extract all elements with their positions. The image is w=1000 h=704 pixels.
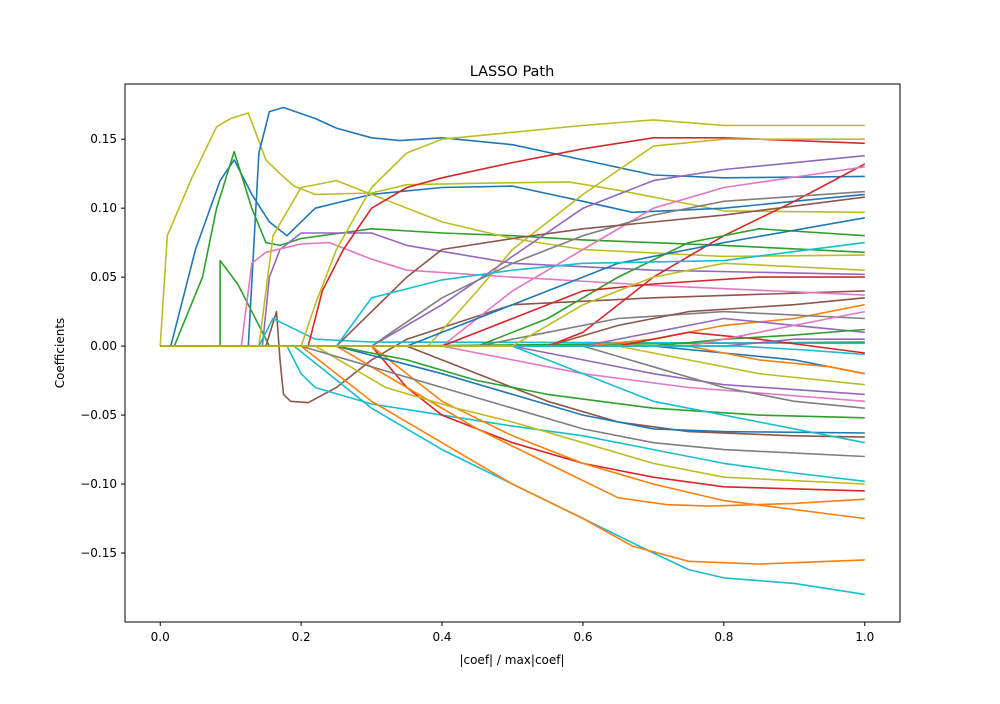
coefficient-path-line-15 [160,119,865,347]
coefficient-path-line-50 [160,262,865,347]
x-tick-label: 0.8 [714,630,733,644]
coefficient-path-line-4 [160,150,865,347]
series-layer [159,106,866,596]
coefficient-path-line-3 [160,159,865,347]
coefficient-path-line-14 [160,137,865,347]
coefficient-path-line-27 [160,345,865,492]
coefficient-path-line-20 [160,190,865,347]
coefficient-path-line-8 [160,241,865,347]
x-axis-label: |coef| / max|coef| [459,653,564,667]
coefficient-path-line-9 [160,179,865,347]
coefficient-path-line-30 [160,345,865,485]
x-tick-label: 1.0 [855,630,874,644]
coefficient-path-line-21 [160,196,865,347]
y-axis-ticks: −0.15 −0.10 −0.05 0.00 0.05 0.10 0.15 [80,132,125,560]
y-tick-label: 0.05 [90,270,117,284]
x-tick-label: 0.6 [573,630,592,644]
plot-area [124,83,901,623]
coefficient-path-line-33 [160,345,865,434]
coefficient-path-line-31 [160,345,865,458]
y-tick-label: 0.10 [90,201,117,215]
coefficient-path-line-1 [159,112,865,347]
coefficient-path-line-7 [160,232,865,347]
y-tick-label: −0.05 [80,408,117,422]
chart-title: LASSO Path [470,64,555,80]
coefficient-path-line-16 [160,138,865,347]
coefficient-path-line-2 [160,106,865,347]
coefficient-path-line-17 [160,154,865,347]
x-tick-label: 0.2 [292,630,311,644]
coefficient-path-line-32 [160,345,865,438]
axes-frame [124,83,901,623]
y-tick-label: −0.10 [80,477,117,491]
y-tick-label: −0.15 [80,546,117,560]
y-tick-label: 0.00 [90,339,117,353]
coefficient-path-line-34 [160,345,865,419]
coefficient-path-line-13 [160,345,865,565]
y-tick-label: 0.15 [90,132,117,146]
coefficient-path-line-11 [160,345,865,483]
coefficient-path-line-25 [160,241,865,347]
x-axis-ticks: 0.0 0.2 0.4 0.6 0.8 1.0 [151,622,874,644]
x-tick-label: 0.4 [432,630,451,644]
y-axis-label: Coefficients [53,318,67,389]
x-tick-label: 0.0 [151,630,170,644]
